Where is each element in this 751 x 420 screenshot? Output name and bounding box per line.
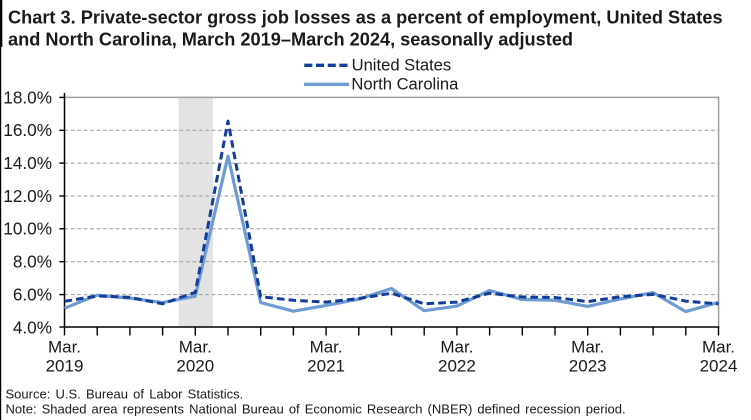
svg-text:and North Carolina, March 2019: and North Carolina, March 2019–March 202… <box>8 30 573 50</box>
svg-text:Note: Shaded area represents N: Note: Shaded area represents National Bu… <box>6 402 626 417</box>
svg-text:Chart 3. Private-sector gross: Chart 3. Private-sector gross job losses… <box>8 8 723 28</box>
svg-text:2020: 2020 <box>176 357 214 376</box>
svg-text:Mar.: Mar. <box>571 338 604 357</box>
svg-text:10.0%: 10.0% <box>3 219 52 239</box>
svg-text:2023: 2023 <box>569 357 607 376</box>
svg-text:16.0%: 16.0% <box>3 120 52 140</box>
svg-text:2024: 2024 <box>700 357 738 376</box>
svg-text:North Carolina: North Carolina <box>351 74 459 93</box>
svg-text:Mar.: Mar. <box>179 338 212 357</box>
svg-text:Mar.: Mar. <box>440 338 473 357</box>
svg-text:12.0%: 12.0% <box>3 186 52 206</box>
svg-text:Source: U.S. Bureau of Labor S: Source: U.S. Bureau of Labor Statistics. <box>6 386 244 401</box>
svg-text:6.0%: 6.0% <box>13 285 52 305</box>
svg-text:2021: 2021 <box>307 357 345 376</box>
svg-text:Mar.: Mar. <box>702 338 735 357</box>
svg-text:8.0%: 8.0% <box>13 252 52 272</box>
svg-text:14.0%: 14.0% <box>3 153 52 173</box>
svg-text:18.0%: 18.0% <box>3 87 52 107</box>
svg-text:United States: United States <box>352 55 452 74</box>
svg-text:Mar.: Mar. <box>48 338 81 357</box>
svg-text:2019: 2019 <box>46 357 84 376</box>
svg-text:Mar.: Mar. <box>310 338 343 357</box>
svg-text:2022: 2022 <box>438 357 476 376</box>
svg-text:4.0%: 4.0% <box>13 317 52 337</box>
